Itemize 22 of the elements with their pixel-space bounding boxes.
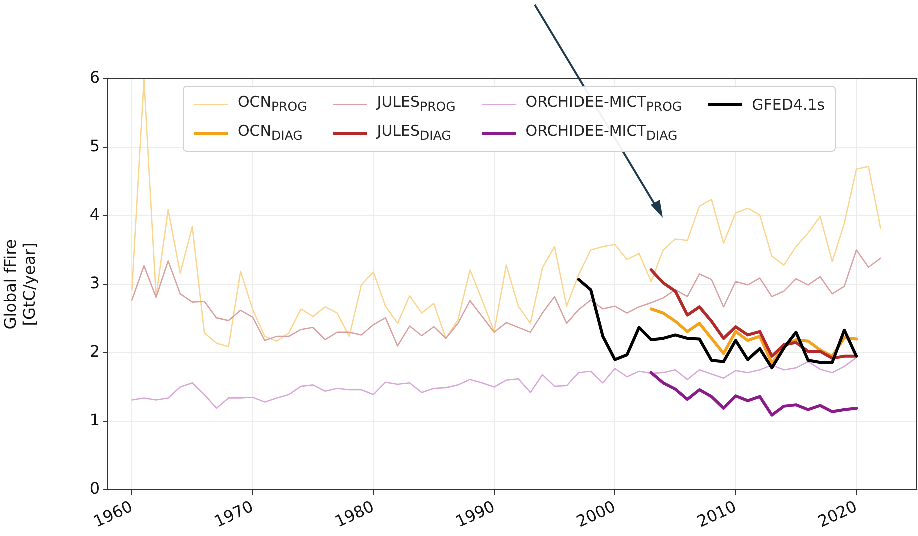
y-tick-label: 2 xyxy=(90,342,100,362)
legend-label: JULES$_{PROG}$ xyxy=(377,92,456,116)
legend-label: OCN$_{PROG}$ xyxy=(238,92,308,116)
legend-label: ORCHIDEE-MICT$_{DIAG}$ xyxy=(526,121,678,145)
legend-label: ORCHIDEE-MICT$_{PROG}$ xyxy=(526,92,682,116)
y-axis-title: Global fFire [GtC/year] xyxy=(0,239,39,330)
y-tick-label: 6 xyxy=(90,68,100,88)
x-tick-label: 1990 xyxy=(452,496,498,532)
x-tick-label: 1960 xyxy=(90,496,136,532)
y-tick-label: 4 xyxy=(90,205,100,224)
x-tick-label: 2010 xyxy=(694,496,740,532)
x-tick-label: 2020 xyxy=(815,496,860,532)
y-tick-label: 1 xyxy=(90,410,100,430)
legend-label: GFED4.1s xyxy=(752,94,826,116)
x-tick-label: 2000 xyxy=(574,496,619,532)
y-tick-label: 0 xyxy=(90,479,100,498)
legend-label: JULES$_{DIAG}$ xyxy=(377,121,452,145)
x-tick-label: 1980 xyxy=(332,496,378,532)
y-tick-label: 5 xyxy=(90,136,100,156)
y-tick-label: 3 xyxy=(90,274,100,293)
legend-label: OCN$_{DIAG}$ xyxy=(238,121,303,145)
x-tick-label: 1970 xyxy=(211,496,256,532)
